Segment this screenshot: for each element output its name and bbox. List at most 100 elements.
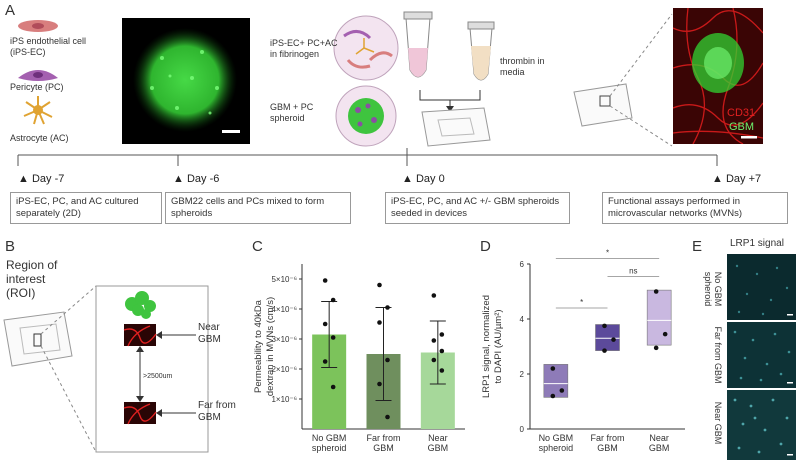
d-sig-label: * [606, 249, 609, 258]
scale-bar [222, 130, 240, 133]
pericyte-label: Pericyte (PC) [10, 82, 64, 92]
d-ytick-label: 2 [520, 370, 525, 379]
d-category-label: No GBM spheroid [539, 433, 574, 453]
pericyte-icon [18, 70, 58, 81]
cd31-label: CD31 [727, 107, 755, 119]
scale-bar [787, 314, 793, 316]
c-point [377, 320, 382, 325]
c-point [439, 332, 445, 337]
c-point [431, 338, 437, 343]
panel-e-letter: E [692, 238, 703, 255]
d-point [662, 331, 668, 337]
c-point [330, 384, 336, 390]
c-point [330, 297, 336, 303]
d-point [550, 366, 556, 371]
roi-label: Region of interest (ROI) [6, 258, 58, 300]
scale-bar [787, 382, 793, 384]
c-ylabel: Permeability to 40kDadextran in MVNs (cm… [253, 297, 276, 396]
c-point [377, 381, 382, 387]
d-ytick-label: 6 [520, 260, 525, 269]
lrp1-image-far [727, 322, 796, 388]
day-minus7: ▲ Day -7 [18, 173, 65, 185]
c-category-label: Near GBM [428, 433, 449, 453]
day-plus7: ▲ Day +7 [712, 173, 762, 185]
c-ytick-label: 5×10⁻⁶ [271, 275, 297, 284]
thrombin-label: thrombin in media [500, 56, 545, 77]
astrocyte-icon [23, 96, 53, 125]
gbm-label: GBM [729, 121, 754, 133]
d-ytick-label: 0 [520, 425, 525, 434]
d-box [595, 324, 620, 351]
c-point [439, 348, 445, 354]
cell-legend-icons [18, 20, 58, 125]
c-ytick-label: 4×10⁻⁶ [271, 305, 297, 314]
lrp1-image-near [727, 390, 796, 460]
astrocyte-label: Astrocyte (AC) [10, 133, 69, 143]
scale-bar [787, 454, 793, 456]
d-category-label: Near GBM [649, 433, 670, 453]
timeline-lines [17, 148, 718, 166]
c-ytick-label: 2×10⁻⁶ [271, 365, 297, 374]
c-point [385, 414, 390, 420]
timeline-box-1: iPS-EC, PC, and AC cultured separately (… [10, 192, 162, 224]
c-ytick-label: 3×10⁻⁶ [271, 335, 297, 344]
c-point [431, 293, 437, 298]
d-point [602, 323, 607, 329]
tube-thrombin [467, 21, 495, 81]
c-ytick-label: 1×10⁻⁶ [271, 395, 297, 404]
timeline-box-2: GBM22 cells and PCs mixed to form sphero… [165, 192, 351, 224]
panel-e-row-labels: No GBM spheroid Far from GBM Near GBM [693, 254, 727, 460]
d-point [653, 345, 659, 351]
c-point [322, 278, 328, 283]
day-0: ▲ Day 0 [402, 173, 445, 185]
lrp1-signal-title: LRP1 signal [730, 238, 784, 249]
d-box [646, 289, 672, 346]
d-point [653, 289, 659, 294]
c-category-label: Far from GBM [366, 433, 400, 453]
roi-schematic [3, 285, 209, 453]
near-gbm-thumbnail [123, 324, 157, 347]
row-label-no-gbm: No GBM spheroid [703, 271, 723, 307]
scale-bar [741, 136, 757, 139]
d-point [559, 388, 565, 393]
d-point [611, 337, 616, 342]
d-sig-label: ns [629, 266, 637, 275]
d-box [543, 364, 569, 398]
device-chip [421, 107, 491, 147]
panel-d-letter: D [480, 238, 491, 255]
d-category-label: Far from GBM [590, 433, 624, 453]
c-point [322, 359, 328, 364]
c-point [439, 368, 445, 373]
c-category-label: No GBM spheroid [312, 433, 347, 453]
d-ytick-label: 4 [520, 315, 525, 324]
endothelial-cell-icon [18, 20, 58, 32]
timeline-box-4: Functional assays performed in microvasc… [602, 192, 788, 224]
panel-c-letter: C [252, 238, 263, 255]
c-point [377, 282, 382, 288]
d-point [550, 393, 556, 399]
d-point [602, 348, 607, 353]
panel-b-letter: B [5, 238, 16, 255]
panel-a-letter: A [5, 2, 16, 19]
lrp1-image-no-gbm [727, 254, 796, 320]
far-gbm-label: Far from GBM [198, 400, 236, 423]
c-point [385, 305, 390, 310]
endothelial-label: iPS endothelial cell (iPS-EC) [10, 36, 87, 57]
distance-label: >2500um [143, 373, 173, 380]
c-point [330, 335, 336, 340]
spheroid-mix-label: GBM + PC spheroid [270, 102, 314, 123]
far-gbm-thumbnail [123, 402, 157, 425]
d-sig-label: * [580, 298, 583, 307]
c-point [431, 357, 437, 363]
c-point [322, 321, 328, 327]
day-minus6: ▲ Day -6 [173, 173, 220, 185]
row-label-near: Near GBM [713, 401, 723, 445]
cd31-gbm-micrograph: CD31 GBM [672, 7, 764, 145]
lrp1-chart: 0 2 4 6 * ns * No GBM spheroid Far from GBM Near G… [481, 249, 685, 453]
near-gbm-label: Near GBM [198, 322, 221, 345]
permeability-chart: 1×10⁻⁶ 2×10⁻⁶ 3×10⁻⁶ 4×10⁻⁶ 5×10⁻⁶ No GBM sph… [253, 264, 465, 453]
c-point [385, 357, 390, 363]
tube-fibrinogen [403, 11, 433, 78]
spheroid-micrograph [122, 18, 250, 144]
row-label-far: Far from GBM [713, 326, 723, 384]
